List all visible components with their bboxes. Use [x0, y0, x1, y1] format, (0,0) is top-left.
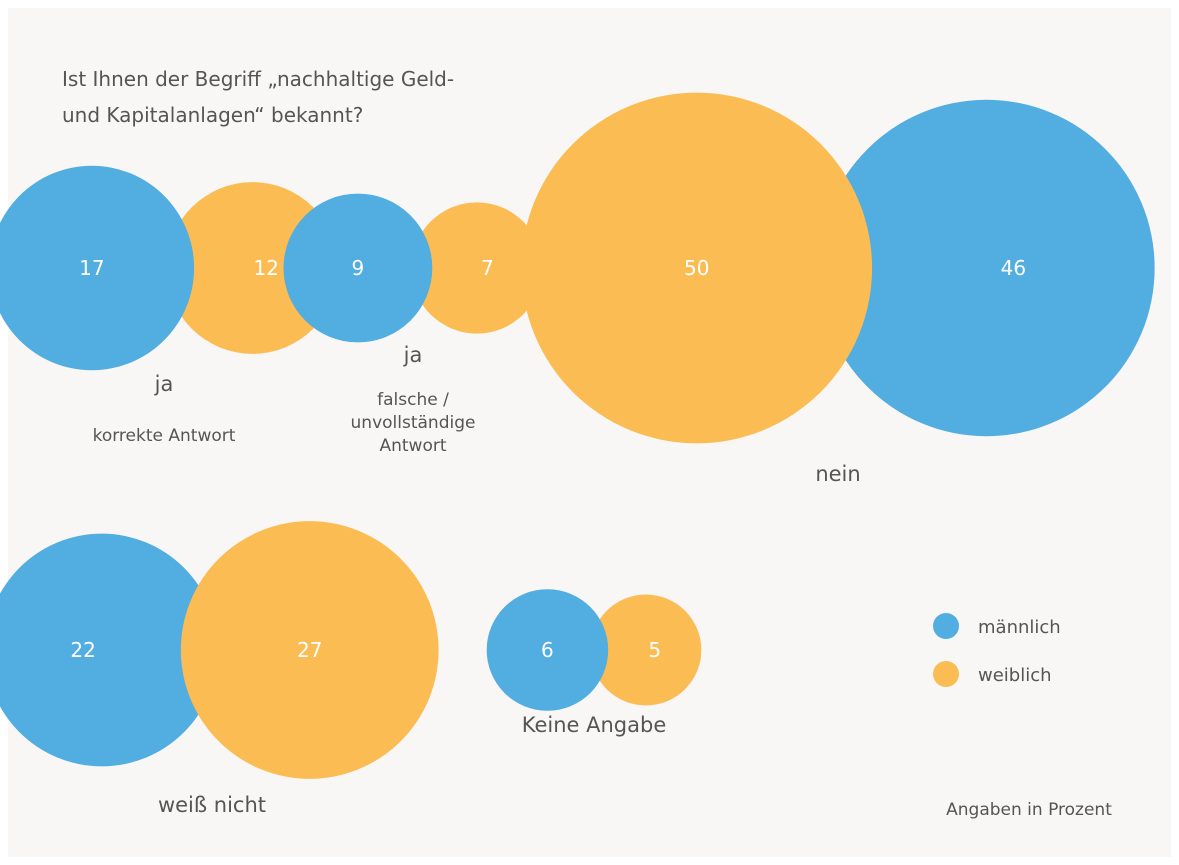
legend-label-weiblich: weiblich	[978, 665, 1052, 686]
legend-swatch-maennlich	[933, 613, 959, 639]
bubble-maennlich	[486, 589, 609, 711]
bubble-maennlich	[283, 193, 433, 343]
value-label-weiblich: 12	[254, 256, 279, 280]
legend: männlich weiblich	[933, 613, 1061, 687]
category-label: nein	[815, 462, 860, 486]
bubble-weiblich	[590, 594, 702, 706]
unit-note: Angaben in Prozent	[946, 800, 1112, 820]
category-label: weiß nicht	[158, 793, 266, 817]
bubble-weiblich	[521, 92, 873, 444]
value-label-weiblich: 5	[648, 638, 661, 662]
category-sublabel: falsche /	[377, 390, 449, 410]
bubble-group-2: 46 50 nein	[521, 92, 1155, 486]
value-label-maennlich: 46	[1001, 256, 1026, 280]
bubble-group-4: 6 5 Keine Angabe	[486, 589, 702, 737]
bubble-maennlich	[0, 165, 195, 371]
value-label-weiblich: 50	[684, 256, 709, 280]
legend-swatch-weiblich	[933, 661, 959, 687]
value-label-maennlich: 6	[541, 638, 554, 662]
bubble-group-3: 22 27 weiß nicht	[0, 521, 439, 817]
value-label-maennlich: 22	[70, 638, 95, 662]
bubble-groups: 17 12 ja korrekte Antwort 9 7 ja falsche / unvol…	[0, 92, 1155, 817]
value-label-maennlich: 17	[79, 256, 104, 280]
bubble-maennlich	[818, 99, 1155, 437]
category-sublabel: korrekte Antwort	[93, 426, 236, 446]
value-label-maennlich: 9	[352, 256, 365, 280]
category-label: ja	[154, 372, 174, 396]
bubble-maennlich	[0, 533, 219, 767]
bubble-weiblich	[411, 202, 543, 334]
category-sublabel: unvollständige	[351, 413, 476, 433]
chart-title-line-1: Ist Ihnen der Begriff „nachhaltige Geld-	[62, 67, 454, 91]
bubble-group-1: 9 7 ja falsche / unvollständige Antwort	[283, 193, 543, 456]
category-label: Keine Angabe	[522, 713, 667, 737]
legend-label-maennlich: männlich	[978, 617, 1061, 638]
bubble-weiblich	[180, 521, 439, 779]
bubble-weiblich	[166, 182, 339, 354]
value-label-weiblich: 27	[297, 638, 322, 662]
chart-title-line-2: und Kapitalanlagen“ bekannt?	[62, 103, 363, 127]
value-label-weiblich: 7	[481, 256, 494, 280]
category-label: ja	[403, 343, 423, 367]
bubble-group-0: 17 12 ja korrekte Antwort	[0, 165, 339, 446]
category-sublabel: Antwort	[379, 436, 446, 456]
